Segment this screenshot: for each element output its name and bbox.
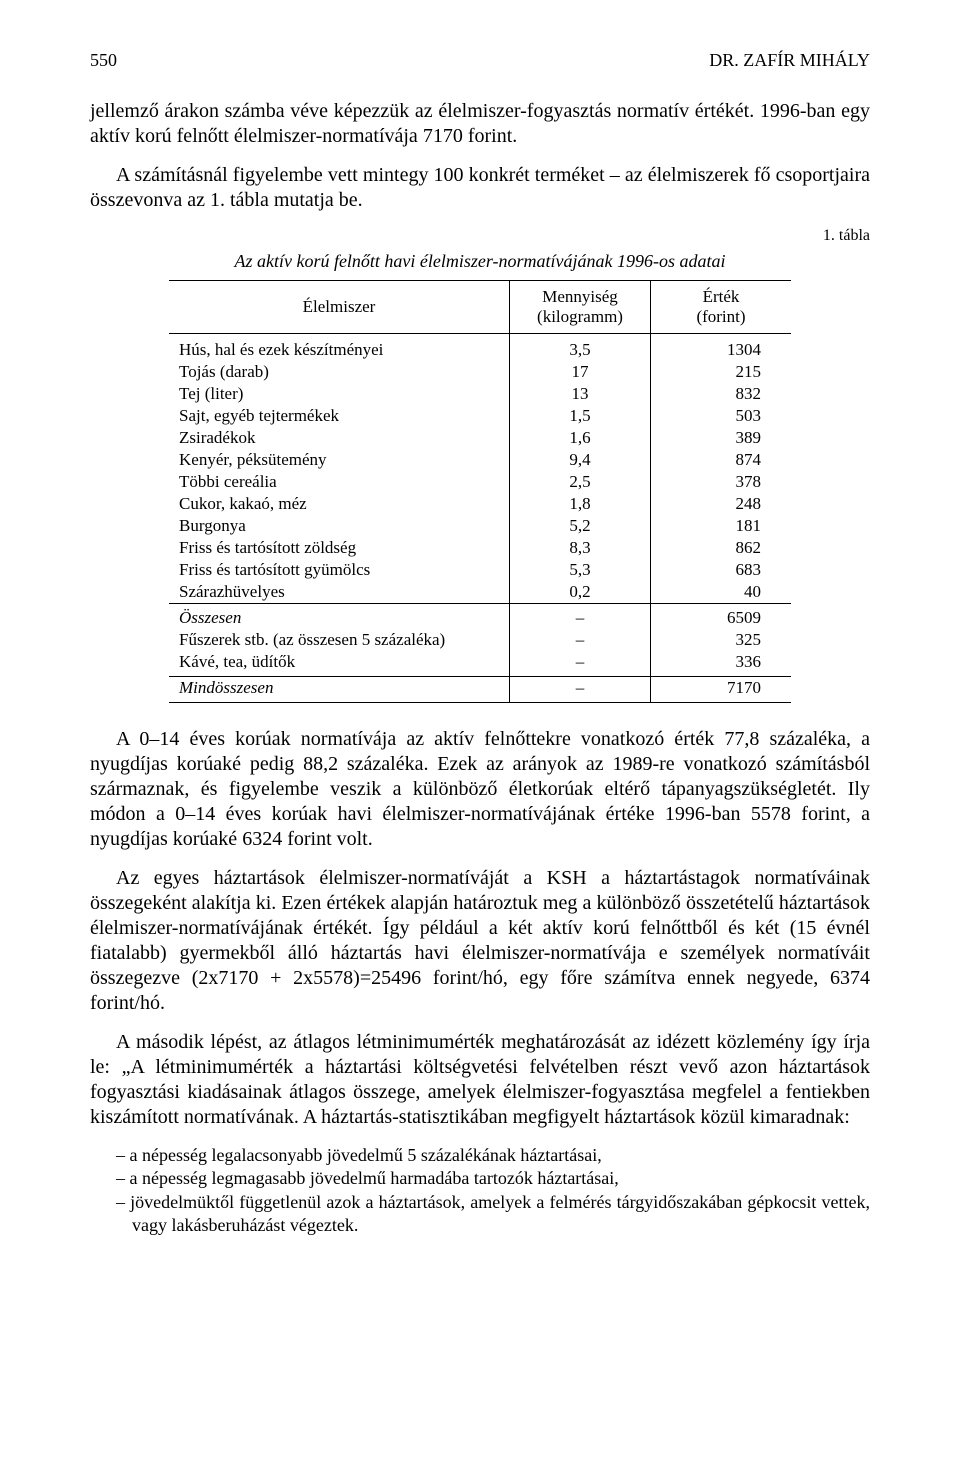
list-item: – a népesség legalacsonyabb jövedelmű 5 … (90, 1144, 870, 1167)
cell-val: 389 (651, 427, 792, 449)
table-header-row: Élelmiszer Mennyiség (kilogramm) Érték (… (169, 281, 791, 334)
cell-label: Zsiradékok (169, 427, 510, 449)
cell-label: Kenyér, péksütemény (169, 449, 510, 471)
cell-label: Cukor, kakaó, méz (169, 493, 510, 515)
th-val-line1: Érték (703, 287, 740, 306)
cell-label: Többi cereália (169, 471, 510, 493)
cell-qty: 1,8 (510, 493, 651, 515)
cell-qty: 8,3 (510, 537, 651, 559)
cell-label: Tojás (darab) (169, 361, 510, 383)
cell-val: 862 (651, 537, 792, 559)
page-header: 550 DR. ZAFÍR MIHÁLY (90, 50, 870, 71)
cell-qty: – (510, 651, 651, 677)
paragraph-3: A 0–14 éves korúak normatívája az aktív … (90, 727, 870, 852)
cell-val: 874 (651, 449, 792, 471)
cell-qty: 17 (510, 361, 651, 383)
cell-qty: 3,5 (510, 334, 651, 362)
table-row: Szárazhüvelyes0,240 (169, 581, 791, 604)
page-author: DR. ZAFÍR MIHÁLY (709, 50, 870, 71)
cell-val: 215 (651, 361, 792, 383)
table-row: Kenyér, péksütemény9,4874 (169, 449, 791, 471)
cell-label: Sajt, egyéb tejtermékek (169, 405, 510, 427)
cell-qty: 9,4 (510, 449, 651, 471)
cell-val: 683 (651, 559, 792, 581)
extra-row: Kávé, tea, üdítők – 336 (169, 651, 791, 677)
cell-qty: 1,5 (510, 405, 651, 427)
cell-val: 40 (651, 581, 792, 604)
cell-val: 6509 (651, 604, 792, 630)
table-row: Többi cereália2,5378 (169, 471, 791, 493)
cell-label: Fűszerek stb. (az összesen 5 százaléka) (169, 629, 510, 651)
cell-qty: – (510, 629, 651, 651)
cell-val: 336 (651, 651, 792, 677)
cell-label: Burgonya (169, 515, 510, 537)
cell-qty: 1,6 (510, 427, 651, 449)
extra-row: Fűszerek stb. (az összesen 5 százaléka) … (169, 629, 791, 651)
th-elelmiszer: Élelmiszer (169, 281, 510, 334)
cell-label: Kávé, tea, üdítők (169, 651, 510, 677)
cell-val: 7170 (651, 677, 792, 703)
cell-qty: – (510, 604, 651, 630)
table-wrap: Élelmiszer Mennyiség (kilogramm) Érték (… (90, 280, 870, 703)
cell-qty: 5,3 (510, 559, 651, 581)
cell-val: 1304 (651, 334, 792, 362)
cell-label: Friss és tartósított gyümölcs (169, 559, 510, 581)
th-qty-line1: Mennyiség (542, 287, 618, 306)
cell-val: 378 (651, 471, 792, 493)
table-row: Friss és tartósított zöldség8,3862 (169, 537, 791, 559)
page: 550 DR. ZAFÍR MIHÁLY jellemző árakon szá… (0, 0, 960, 1298)
cell-qty: 0,2 (510, 581, 651, 604)
table-row: Tej (liter)13832 (169, 383, 791, 405)
cell-qty: 2,5 (510, 471, 651, 493)
paragraph-2: A számításnál figyelembe vett mintegy 10… (90, 163, 870, 213)
table-row: Sajt, egyéb tejtermékek1,5503 (169, 405, 791, 427)
table-label: 1. tábla (90, 227, 870, 245)
table-row: Zsiradékok1,6389 (169, 427, 791, 449)
subtotal-row: Összesen – 6509 (169, 604, 791, 630)
page-number: 550 (90, 50, 117, 71)
cell-label: Hús, hal és ezek készítményei (169, 334, 510, 362)
paragraph-4: Az egyes háztartások élelmiszer-normatív… (90, 866, 870, 1016)
table-row: Tojás (darab)17215 (169, 361, 791, 383)
cell-val: 181 (651, 515, 792, 537)
cell-val: 248 (651, 493, 792, 515)
table-row: Burgonya5,2181 (169, 515, 791, 537)
cell-val: 503 (651, 405, 792, 427)
table-row: Cukor, kakaó, méz1,8248 (169, 493, 791, 515)
cell-label: Friss és tartósított zöldség (169, 537, 510, 559)
data-table: Élelmiszer Mennyiség (kilogramm) Érték (… (169, 280, 791, 703)
th-mennyiseg: Mennyiség (kilogramm) (510, 281, 651, 334)
cell-label: Összesen (169, 604, 510, 630)
cell-qty: – (510, 677, 651, 703)
list-item: – a népesség legmagasabb jövedelmű harma… (90, 1167, 870, 1190)
th-qty-line2: (kilogramm) (537, 307, 623, 326)
grand-total-row: Mindösszesen – 7170 (169, 677, 791, 703)
exclusion-list: – a népesség legalacsonyabb jövedelmű 5 … (90, 1144, 870, 1238)
cell-label: Mindösszesen (169, 677, 510, 703)
cell-qty: 13 (510, 383, 651, 405)
paragraph-1: jellemző árakon számba véve képezzük az … (90, 99, 870, 149)
list-item: – jövedelmüktől függetlenül azok a házta… (90, 1191, 870, 1238)
cell-qty: 5,2 (510, 515, 651, 537)
table-row: Friss és tartósított gyümölcs5,3683 (169, 559, 791, 581)
cell-label: Tej (liter) (169, 383, 510, 405)
cell-val: 832 (651, 383, 792, 405)
cell-val: 325 (651, 629, 792, 651)
table-caption: Az aktív korú felnőtt havi élelmiszer-no… (90, 251, 870, 272)
th-ertek: Érték (forint) (651, 281, 792, 334)
cell-label: Szárazhüvelyes (169, 581, 510, 604)
th-val-line2: (forint) (696, 307, 745, 326)
table-row: Hús, hal és ezek készítményei3,51304 (169, 334, 791, 362)
paragraph-5: A második lépést, az átlagos létminimumé… (90, 1030, 870, 1130)
